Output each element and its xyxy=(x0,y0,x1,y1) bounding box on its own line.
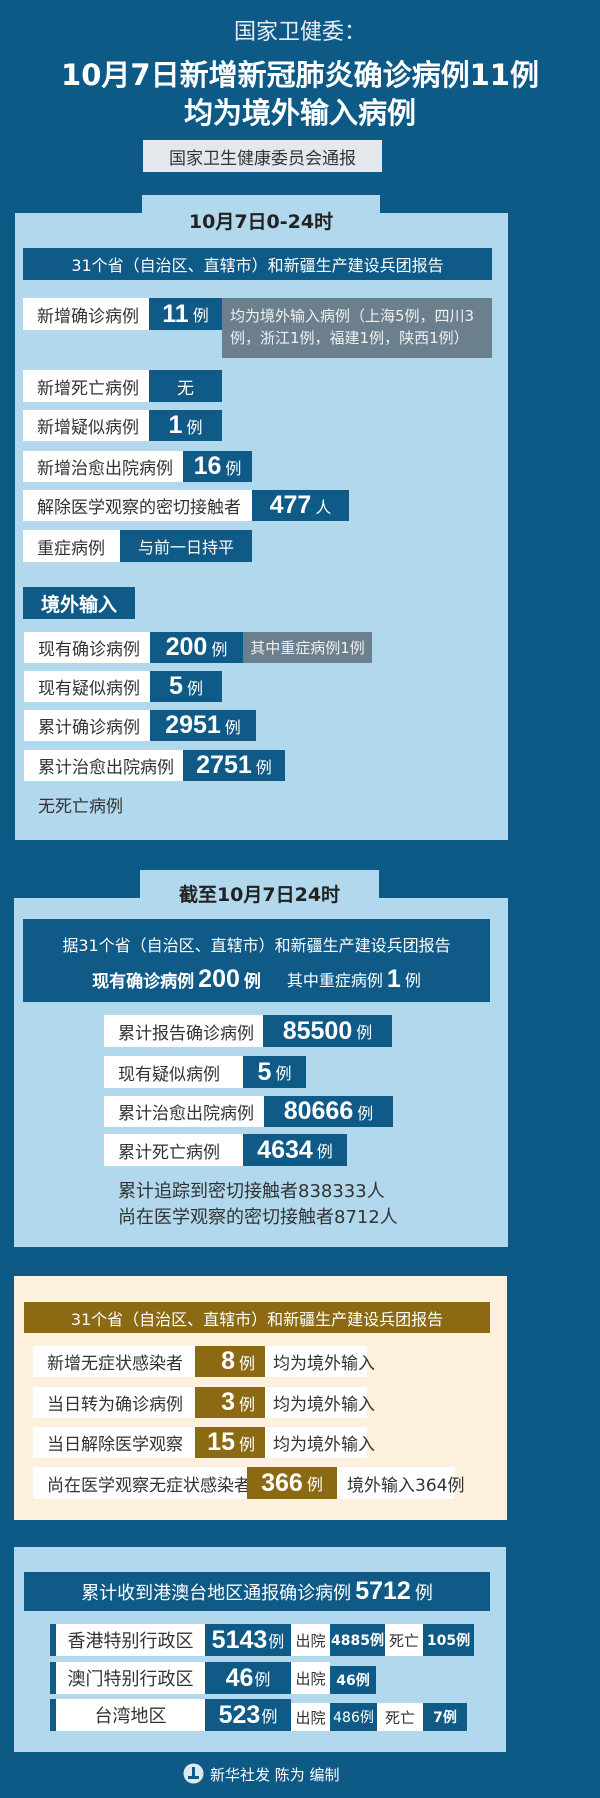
hk-death-label: 死亡 xyxy=(385,1624,423,1656)
asym-released-label: 当日解除医学观察 xyxy=(33,1427,195,1458)
imported-current-note: 其中重症病例1例 xyxy=(243,632,372,663)
hmt-banner: 累计收到港澳台地区通报确诊病例 5712 例 xyxy=(24,1572,490,1611)
daily-tab-label: 10月7日0-24时 xyxy=(188,210,334,233)
daily-banner: 31个省（自治区、直辖市）和新疆生产建设兵团报告 xyxy=(23,248,492,280)
hk-value: 5143 例 xyxy=(205,1624,291,1656)
total-recovered-label: 累计治愈出院病例 xyxy=(104,1096,264,1127)
asym-new-label: 新增无症状感染者 xyxy=(33,1346,195,1377)
asymptomatic-banner: 31个省（自治区、直辖市）和新疆生产建设兵团报告 xyxy=(24,1302,490,1333)
imported-suspected-label: 现有疑似病例 xyxy=(24,671,150,702)
row-marker xyxy=(50,1624,56,1656)
imported-total-value: 2951 例 xyxy=(150,710,256,741)
total-confirmed-value: 85500 例 xyxy=(263,1015,392,1047)
asym-observed-value: 366 例 xyxy=(247,1467,337,1499)
hk-discharged-value: 4885例 xyxy=(330,1624,385,1656)
total-deaths-label: 累计死亡病例 xyxy=(104,1134,243,1166)
total-recovered-value: 80666 例 xyxy=(264,1096,393,1127)
cumulative-tab-label: 截至10月7日24时 xyxy=(178,883,341,906)
page-title: 10月7日新增新冠肺炎确诊病例11例 xyxy=(61,58,539,92)
total-confirmed-label: 累计报告确诊病例 xyxy=(104,1015,263,1047)
imported-no-deaths: 无死亡病例 xyxy=(38,797,123,817)
footer-credit: 新华社发 陈为 编制 xyxy=(210,1766,340,1784)
imported-recovered-value: 2751 例 xyxy=(183,750,285,781)
severe-label: 重症病例 xyxy=(23,530,120,562)
row-marker xyxy=(50,1662,56,1694)
source-badge: 国家卫生健康委员会通报 xyxy=(143,140,382,172)
released-contacts-label: 解除医学观察的密切接触者 xyxy=(23,490,252,521)
new-recovered-label: 新增治愈出院病例 xyxy=(23,451,183,482)
taiwan-label: 台湾地区 xyxy=(56,1699,205,1731)
daily-tab xyxy=(142,195,380,215)
new-confirmed-value: 11 例 xyxy=(149,298,222,330)
imported-recovered-label: 累计治愈出院病例 xyxy=(24,750,183,781)
released-contacts-value: 477 人 xyxy=(252,490,349,521)
row-marker xyxy=(50,1699,56,1731)
imported-total-label: 累计确诊病例 xyxy=(24,710,150,741)
taiwan-discharged-label: 出院 xyxy=(291,1703,330,1731)
new-deaths-label: 新增死亡病例 xyxy=(23,370,149,402)
new-confirmed-label: 新增确诊病例 xyxy=(23,298,149,330)
taiwan-value: 523 例 xyxy=(205,1699,291,1731)
contacts-observed: 尚在医学观察的密切接触者8712人 xyxy=(118,1207,398,1228)
asym-observed-label: 尚在医学观察无症状感染者 xyxy=(33,1467,251,1499)
asym-converted-note: 均为境外输入 xyxy=(265,1387,375,1418)
imported-current-label: 现有确诊病例 xyxy=(24,632,150,663)
macau-label: 澳门特别行政区 xyxy=(56,1662,205,1694)
macau-discharged-value: 46例 xyxy=(330,1666,376,1694)
taiwan-death-value: 7例 xyxy=(423,1703,467,1731)
imported-current-value: 200 例 xyxy=(150,632,243,663)
asym-released-value: 15 例 xyxy=(195,1427,265,1458)
macau-discharged-label: 出院 xyxy=(291,1662,330,1694)
asym-observed-note: 境外输入364例 xyxy=(337,1467,464,1499)
xinhua-logo-icon xyxy=(183,1763,204,1784)
new-deaths-value: 无 xyxy=(149,370,222,402)
cumulative-tab xyxy=(140,870,379,900)
imported-heading: 境外输入 xyxy=(23,587,135,619)
contacts-traced: 累计追踪到密切接触者838333人 xyxy=(118,1181,385,1202)
taiwan-discharged-value: 486例 xyxy=(330,1703,377,1731)
macau-value: 46 例 xyxy=(205,1662,291,1694)
cumulative-banner-text: 据31个省（自治区、直辖市）和新疆生产建设兵团报告 xyxy=(62,936,451,955)
hk-death-value: 105例 xyxy=(423,1624,474,1656)
new-recovered-value: 16 例 xyxy=(183,451,252,482)
source-label: 国家卫健委： xyxy=(233,20,366,45)
current-suspected-label: 现有疑似病例 xyxy=(104,1056,243,1088)
page-subtitle: 均为境外输入病例 xyxy=(183,96,416,130)
new-confirmed-note: 均为境外输入病例（上海5例，四川3例，浙江1例，福建1例，陕西1例） xyxy=(222,298,492,358)
cumulative-banner: 据31个省（自治区、直辖市）和新疆生产建设兵团报告 现有确诊病例 200 例 其… xyxy=(23,919,490,1002)
total-deaths-value: 4634 例 xyxy=(243,1134,347,1166)
asym-converted-label: 当日转为确诊病例 xyxy=(33,1387,195,1418)
hk-discharged-label: 出院 xyxy=(291,1624,330,1656)
asym-new-note: 均为境外输入 xyxy=(265,1346,375,1377)
severe-value: 与前一日持平 xyxy=(120,530,252,562)
asym-released-note: 均为境外输入 xyxy=(265,1427,375,1458)
taiwan-death-label: 死亡 xyxy=(377,1703,423,1731)
cumulative-current-line: 现有确诊病例 200 例 其中重症病例 1 例 xyxy=(92,964,421,993)
new-suspected-label: 新增疑似病例 xyxy=(23,410,149,441)
hk-label: 香港特别行政区 xyxy=(56,1624,205,1656)
